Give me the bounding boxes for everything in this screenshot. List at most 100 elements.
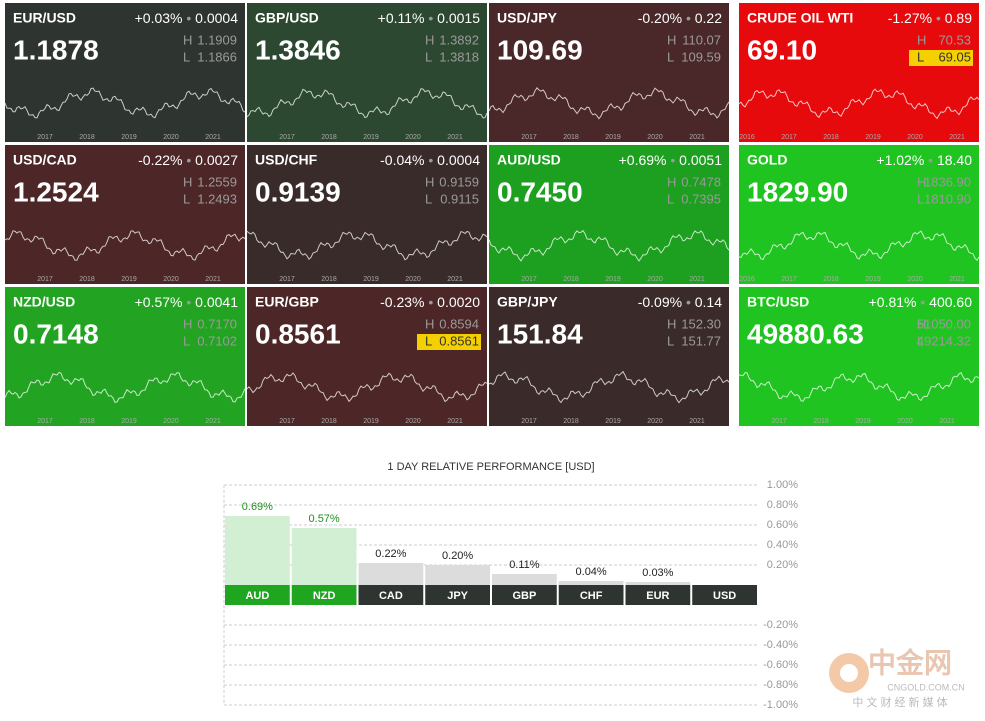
tile-high-prefix: H: [183, 174, 192, 189]
change-value: 0.0015: [437, 10, 480, 26]
tile-name: USD/JPY: [497, 10, 558, 26]
tile-high-prefix: H: [425, 174, 434, 189]
tile: USD/CHF -0.04% • 0.0004 0.9139 H 0.9159 L 0.91…: [246, 145, 488, 284]
category-cell: [358, 585, 424, 605]
value-label: 0.22%: [375, 548, 406, 560]
tile-name: EUR/USD: [13, 10, 76, 26]
year-label: 2017: [279, 134, 295, 141]
year-label: 2019: [605, 134, 621, 141]
sparkline-decoration: [246, 230, 488, 261]
x-tick-label: CHF: [580, 590, 603, 602]
value-label: 0.04%: [576, 566, 607, 578]
value-label: 0.03%: [642, 567, 673, 579]
tile-background: [739, 3, 979, 142]
year-label: 2017: [771, 418, 787, 425]
x-tick-label: NZD: [313, 590, 336, 602]
y-tick-label: 0.60%: [767, 519, 798, 531]
year-label: 2018: [321, 134, 337, 141]
value-label: 0.57%: [309, 513, 340, 525]
tile-low-prefix: L: [917, 333, 924, 348]
year-label: 2020: [405, 418, 421, 425]
year-label: 2021: [447, 418, 463, 425]
tile-price: 1.1878: [13, 34, 99, 65]
tile-low-prefix: L: [917, 191, 924, 206]
separator: •: [682, 10, 695, 26]
tile: USD/CAD -0.22% • 0.0027 1.2524 H 1.2559 L 1.24…: [4, 145, 246, 284]
y-tick-label: -0.80%: [763, 679, 798, 691]
year-label: 2020: [163, 134, 179, 141]
year-label: 2021: [949, 276, 965, 283]
year-label: 2019: [363, 276, 379, 283]
year-label: 2017: [279, 418, 295, 425]
year-label: 2020: [163, 418, 179, 425]
tile-low-prefix: L: [667, 191, 674, 206]
change-value: 0.14: [695, 294, 722, 310]
year-label: 2021: [949, 134, 965, 141]
sparkline-decoration: [738, 230, 980, 262]
chart-title: 1 DAY RELATIVE PERFORMANCE [USD]: [387, 461, 594, 473]
tile-change: +1.02% • 18.40: [876, 152, 972, 168]
watermark-tagline: 中 文 财 经 新 媒 体: [852, 695, 947, 709]
value-label: 0.20%: [442, 550, 473, 562]
tile-background: [489, 145, 729, 284]
tile-price: 0.7450: [497, 176, 583, 207]
year-label: 2016: [739, 134, 755, 141]
sparkline-decoration: [4, 371, 246, 403]
year-label: 2018: [321, 276, 337, 283]
tile-low: 1.3818: [439, 49, 479, 64]
tile-high: 0.8594: [439, 316, 479, 331]
change-percent: -0.20%: [638, 10, 682, 26]
tile-change: +0.03% • 0.0004: [135, 10, 239, 26]
tile-low-prefix: L: [183, 333, 190, 348]
bar: [558, 581, 624, 585]
tile-change: -1.27% • 0.89: [888, 10, 973, 26]
tile-low-prefix: L: [183, 191, 190, 206]
year-label: 2018: [563, 134, 579, 141]
year-label: 2019: [605, 418, 621, 425]
tile-high-prefix: H: [917, 32, 926, 47]
change-percent: +0.03%: [135, 10, 183, 26]
category-cell: [225, 585, 290, 605]
separator: •: [666, 152, 679, 168]
year-label: 2021: [689, 418, 705, 425]
y-tick-label: -1.00%: [763, 699, 798, 711]
year-label: 2017: [521, 134, 537, 141]
tile-high: 51050.00: [917, 316, 971, 331]
tile-name: NZD/USD: [13, 294, 75, 310]
tile-price: 0.9139: [255, 176, 341, 207]
highlight-box: [417, 334, 481, 350]
sparkline-decoration: [246, 88, 488, 119]
tile-price: 151.84: [497, 318, 583, 349]
tile-change: -0.22% • 0.0027: [138, 152, 238, 168]
tile-low: 0.7102: [197, 333, 237, 348]
separator: •: [424, 152, 437, 168]
tile-name: GOLD: [747, 152, 787, 168]
year-label: 2017: [279, 276, 295, 283]
tile-name: CRUDE OIL WTI: [747, 10, 853, 26]
category-cell: [692, 585, 757, 605]
tile-high: 1.1909: [197, 32, 237, 47]
change-percent: -0.04%: [380, 152, 424, 168]
value-label: 0.69%: [242, 501, 273, 513]
change-value: 0.0041: [195, 294, 238, 310]
year-label: 2020: [405, 134, 421, 141]
tile-background: [739, 145, 979, 284]
y-tick-label: 1.00%: [767, 479, 798, 491]
tile-high: 1836.90: [924, 174, 971, 189]
change-value: 0.0020: [437, 294, 480, 310]
year-label: 2021: [447, 276, 463, 283]
tile-change: +0.69% • 0.0051: [619, 152, 723, 168]
year-label: 2017: [521, 418, 537, 425]
tile-name: GBP/JPY: [497, 294, 558, 310]
tile: NZD/USD +0.57% • 0.0041 0.7148 H 0.7170 L 0.71…: [4, 287, 246, 426]
tile: EUR/USD +0.03% • 0.0004 1.1878 H 1.1909 L 1.18…: [4, 3, 246, 142]
tile-low-prefix: L: [183, 49, 190, 64]
sparkline-decoration: [246, 372, 488, 403]
tile-low-prefix: L: [667, 333, 674, 348]
tile-background: [247, 145, 487, 284]
tile-high: 1.3892: [439, 32, 479, 47]
